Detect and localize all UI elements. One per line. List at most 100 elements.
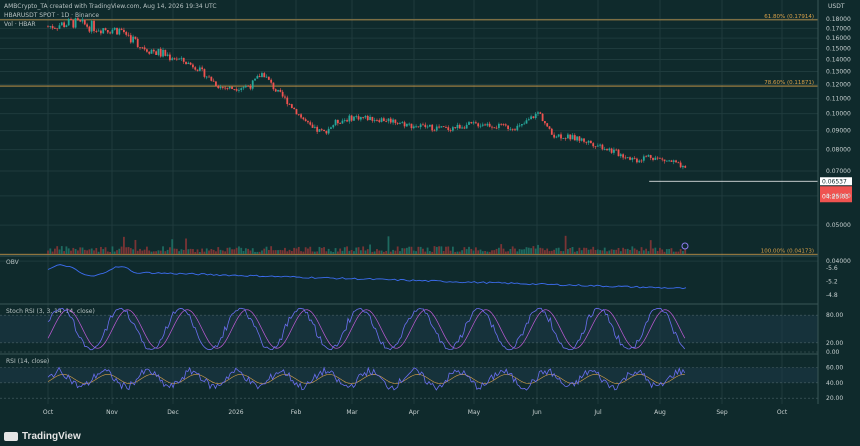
volume-bar (313, 251, 316, 254)
volume-bar (111, 246, 114, 254)
candle-body (244, 85, 247, 88)
candle-body (231, 86, 233, 90)
volume-bar (67, 248, 70, 254)
volume-bar (297, 246, 300, 254)
candle-body (297, 114, 300, 116)
volume-bar (178, 251, 181, 254)
candle-body (150, 49, 153, 54)
volume-bar (104, 247, 107, 254)
candle-body (449, 130, 452, 131)
candle-body (592, 143, 595, 147)
candle-body (65, 25, 68, 28)
volume-bar (525, 247, 528, 254)
volume-bar (567, 249, 569, 254)
volume-bar (318, 246, 321, 254)
volume-bar (449, 250, 452, 254)
volume-bar (123, 236, 125, 254)
volume-bar (520, 249, 523, 254)
volume-bar (636, 249, 638, 254)
candle-body (86, 24, 89, 27)
time-tick-label: May (468, 409, 481, 416)
rsi-line (47, 366, 686, 391)
volume-bar (258, 251, 261, 254)
candle-body (293, 107, 296, 110)
candle-body (431, 124, 434, 131)
volume-bar (633, 248, 636, 254)
candle-body (408, 123, 411, 125)
candle-body (461, 127, 463, 129)
candle-body (440, 126, 443, 128)
candle-body (353, 116, 355, 121)
volume-bar (362, 246, 365, 254)
candle-body (516, 125, 519, 131)
candle-body (389, 118, 392, 123)
volume-bar (606, 251, 608, 254)
volume-bar (504, 251, 507, 254)
candle-body (334, 119, 337, 126)
volume-bar (339, 248, 342, 254)
volume-bar (629, 249, 631, 254)
volume-bar (474, 247, 477, 254)
candle-body (675, 160, 677, 163)
candle-body (571, 135, 574, 140)
candle-body (652, 157, 654, 160)
fib-levels: 61.80% (0.17914) 78.60% (0.11871) 100.00% … (0, 14, 818, 255)
currency-label: USDT (828, 3, 845, 10)
candle-body (366, 115, 369, 121)
volume-bar (596, 249, 599, 254)
volume-bar (523, 249, 526, 254)
volume-bar (231, 249, 233, 254)
time-tick-label: Nov (106, 409, 118, 416)
candle-body (599, 144, 602, 146)
candle-body (424, 124, 427, 128)
candle-body (447, 127, 450, 131)
volume-bar (272, 250, 275, 254)
volume-bar (187, 249, 190, 254)
candle-body (116, 27, 118, 35)
candle-body (507, 125, 509, 130)
volume-bar (385, 250, 388, 254)
volume-bar (134, 239, 137, 254)
volume-bar (587, 249, 590, 254)
volume-bar (330, 251, 332, 254)
volume-bar (212, 249, 215, 254)
candle-body (677, 162, 680, 164)
candle-body (272, 82, 275, 90)
candle-body (132, 36, 135, 43)
candle-body (458, 124, 461, 129)
candle-body (608, 148, 611, 151)
candle-body (152, 49, 155, 52)
volume-bar (564, 235, 567, 254)
volume-bar (136, 250, 139, 254)
candle-body (562, 137, 565, 139)
volume-bar (54, 248, 56, 254)
volume-bar (364, 250, 367, 254)
candle-body (401, 122, 404, 124)
candle-body (382, 118, 385, 122)
candle-body (88, 26, 91, 32)
volume-bar (555, 248, 558, 254)
volume-bar (622, 247, 625, 254)
volume-bar (672, 251, 675, 254)
volume-bar (120, 246, 123, 254)
candle-body (399, 123, 401, 124)
volume-bar (405, 247, 408, 254)
volume-bar (240, 247, 243, 254)
candle-body (102, 28, 105, 34)
volume-bar (166, 249, 169, 254)
volume-bar (219, 249, 222, 254)
volume-bar (221, 250, 224, 254)
volume-bar (265, 246, 268, 254)
candle-body (636, 158, 638, 163)
volume-bar (238, 246, 240, 254)
volume-bar (638, 251, 641, 254)
candle-body (221, 87, 224, 88)
candle-body (486, 123, 489, 126)
volume-bar (341, 250, 344, 254)
volume-bar (647, 251, 650, 254)
candle-body (417, 126, 420, 128)
volume-bar (189, 248, 192, 254)
volume-bar (284, 247, 286, 254)
candle-body (525, 120, 528, 124)
